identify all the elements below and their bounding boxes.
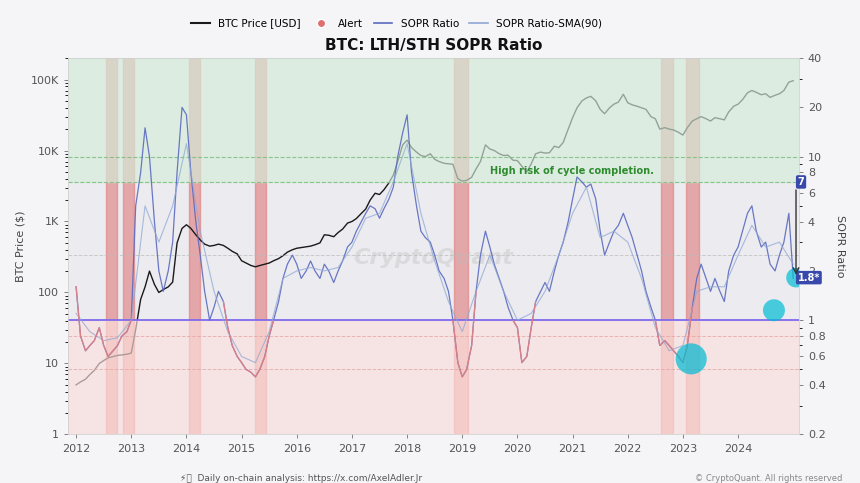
Legend: BTC Price [USD], Alert, SOPR Ratio, SOPR Ratio-SMA(90): BTC Price [USD], Alert, SOPR Ratio, SOPR…	[187, 14, 606, 33]
Bar	[189, 58, 200, 435]
Text: 1.8*: 1.8*	[798, 272, 820, 283]
Title: BTC: LTH/STH SOPR Ratio: BTC: LTH/STH SOPR Ratio	[324, 38, 542, 53]
Point	[789, 274, 803, 282]
Bar	[454, 58, 468, 435]
Bar	[685, 58, 699, 435]
Bar	[68, 58, 799, 182]
Y-axis label: SOPR Ratio: SOPR Ratio	[835, 215, 845, 278]
Bar	[660, 58, 673, 435]
Bar	[107, 58, 118, 435]
Bar	[255, 58, 267, 435]
Text: © CryptoQuant. All rights reserved: © CryptoQuant. All rights reserved	[696, 474, 843, 483]
Text: ⚡️🐹  Daily on-chain analysis: https://x.com/AxelAdler.Jr: ⚡️🐹 Daily on-chain analysis: https://x.c…	[180, 474, 422, 483]
Text: 7: 7	[798, 177, 804, 187]
Text: High risk of cycle completion.: High risk of cycle completion.	[490, 166, 654, 176]
Point	[767, 306, 781, 314]
Bar	[68, 320, 799, 435]
Y-axis label: BTC Price ($): BTC Price ($)	[15, 211, 25, 282]
Point	[685, 355, 698, 363]
Text: CryptoQuant: CryptoQuant	[353, 248, 513, 268]
Bar	[123, 58, 134, 435]
